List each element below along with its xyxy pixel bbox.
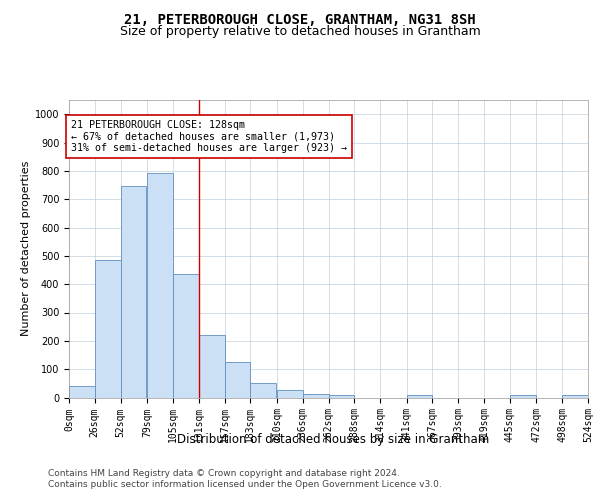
- Bar: [407, 395, 433, 398]
- Text: Distribution of detached houses by size in Grantham: Distribution of detached houses by size …: [177, 432, 489, 446]
- Bar: [121, 186, 146, 398]
- Bar: [199, 336, 224, 398]
- Bar: [173, 274, 199, 398]
- Bar: [250, 383, 276, 398]
- Text: 21 PETERBOROUGH CLOSE: 128sqm
← 67% of detached houses are smaller (1,973)
31% o: 21 PETERBOROUGH CLOSE: 128sqm ← 67% of d…: [71, 120, 347, 153]
- Bar: [224, 362, 250, 398]
- Bar: [329, 395, 354, 398]
- Bar: [510, 395, 536, 398]
- Bar: [69, 386, 95, 398]
- Bar: [147, 173, 173, 398]
- Bar: [303, 394, 329, 398]
- Text: Contains HM Land Registry data © Crown copyright and database right 2024.: Contains HM Land Registry data © Crown c…: [48, 469, 400, 478]
- Text: Contains public sector information licensed under the Open Government Licence v3: Contains public sector information licen…: [48, 480, 442, 489]
- Text: 21, PETERBOROUGH CLOSE, GRANTHAM, NG31 8SH: 21, PETERBOROUGH CLOSE, GRANTHAM, NG31 8…: [124, 12, 476, 26]
- Bar: [95, 260, 121, 398]
- Bar: [277, 390, 303, 398]
- Text: Size of property relative to detached houses in Grantham: Size of property relative to detached ho…: [119, 25, 481, 38]
- Bar: [562, 395, 588, 398]
- Y-axis label: Number of detached properties: Number of detached properties: [20, 161, 31, 336]
